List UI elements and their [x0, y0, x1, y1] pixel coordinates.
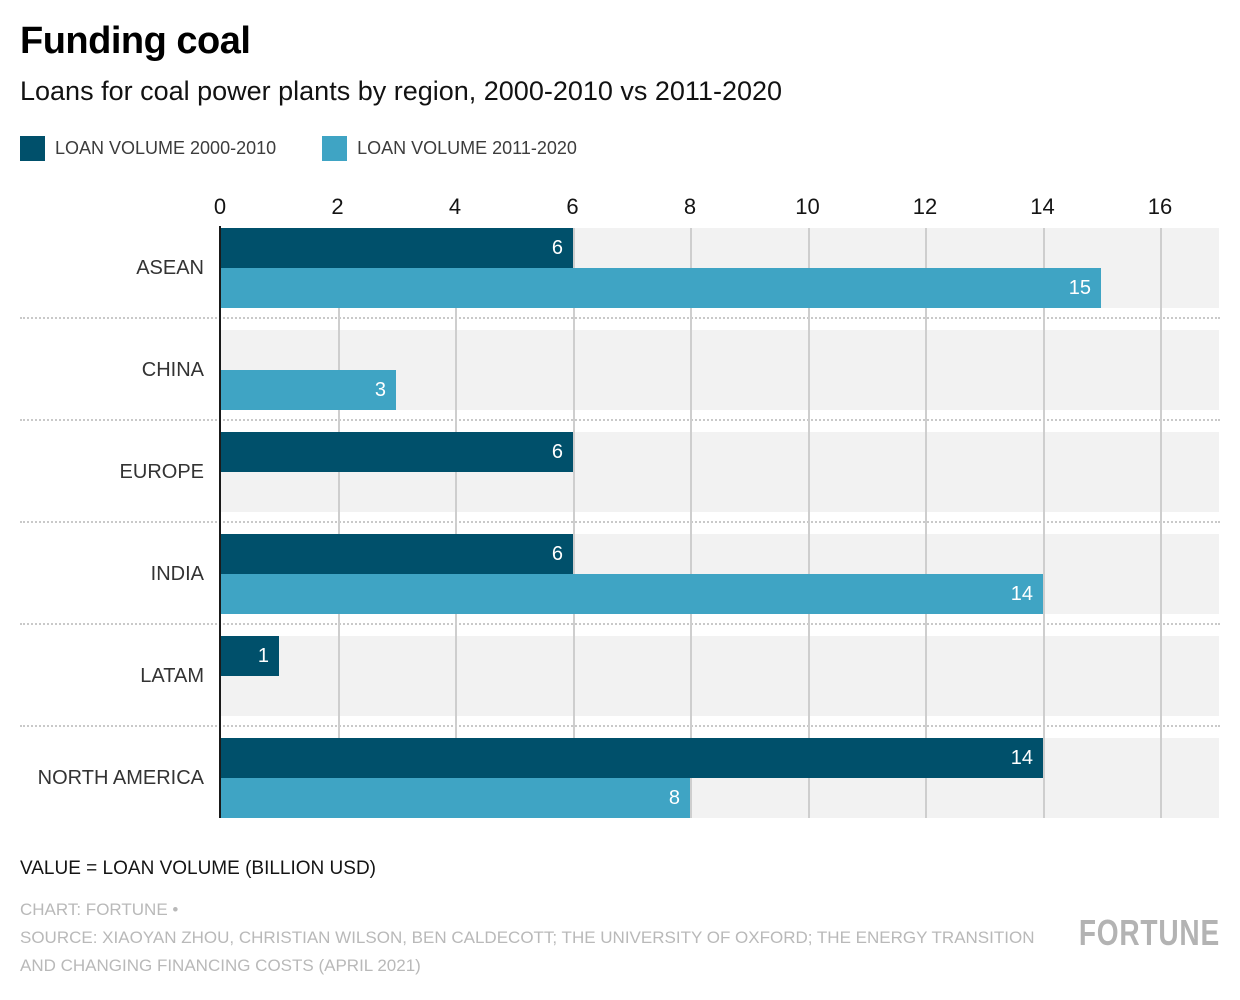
bar-value-label: 14	[1010, 746, 1033, 769]
gridline-6	[573, 228, 575, 818]
bar-track: 1	[220, 636, 1219, 676]
bar-value-label: 3	[374, 378, 386, 401]
chart-row-latam: LATAM 1	[20, 636, 1220, 716]
legend-item-2: LOAN VOLUME 2011-2020	[322, 136, 577, 161]
category-label-north-america: NORTH AMERICA	[37, 766, 204, 789]
bar-track: 3	[220, 370, 1219, 410]
value-note: VALUE = LOAN VOLUME (BILLION USD)	[20, 858, 376, 879]
bar-track: 14	[220, 738, 1219, 778]
chart-title: Funding coal	[20, 20, 251, 62]
row-separator	[20, 521, 1220, 523]
bar-track: 14	[220, 574, 1219, 614]
x-tick-label-16: 16	[1147, 194, 1173, 219]
bar-value-label: 6	[551, 542, 563, 565]
x-tick-label-10: 10	[795, 194, 820, 219]
bar-chart: 0 2 4 6 8 10 12 14 16 ASEAN 6 15 CHINA 3 EUROPE 6 INDIA 6…	[20, 190, 1220, 818]
bar-track	[220, 472, 1219, 512]
credits: CHART: FORTUNE • SOURCE: XIAOYAN ZHOU, C…	[20, 896, 1060, 980]
bar-value-label: 6	[551, 236, 563, 259]
category-label-europe: EUROPE	[119, 460, 204, 483]
legend-item-1: LOAN VOLUME 2000-2010	[20, 136, 276, 161]
category-label-india: INDIA	[150, 562, 204, 585]
chart-row-india: INDIA 6 14	[20, 534, 1220, 614]
bar-value-label: 6	[551, 440, 563, 463]
gridline-14	[1043, 228, 1045, 818]
category-label-china: CHINA	[141, 358, 204, 381]
bar-track	[220, 676, 1219, 716]
chart-row-china: CHINA 3	[20, 330, 1220, 410]
gridline-10	[808, 228, 810, 818]
y-axis-line	[219, 226, 221, 818]
row-separator	[20, 725, 1220, 727]
chart-row-north-america: NORTH AMERICA 14 8	[20, 738, 1220, 818]
bar-value-label: 14	[1010, 582, 1033, 605]
legend-label-2: LOAN VOLUME 2011-2020	[357, 138, 577, 158]
bar-series2-north-america: 8	[220, 778, 690, 818]
bar-series1-asean: 6	[220, 228, 573, 268]
legend-label-1: LOAN VOLUME 2000-2010	[55, 138, 277, 158]
gridline-4	[455, 228, 457, 818]
bar-series1-latam: 1	[220, 636, 279, 676]
bar-track: 6	[220, 534, 1219, 574]
legend-swatch-2	[322, 136, 348, 161]
category-label-latam: LATAM	[140, 664, 204, 687]
bar-track	[220, 330, 1219, 370]
x-tick-label-8: 8	[683, 194, 697, 219]
bar-series2-china: 3	[220, 370, 396, 410]
gridline-12	[925, 228, 927, 818]
gridline-2	[338, 228, 340, 818]
bar-series2-asean: 15	[220, 268, 1101, 308]
bar-track: 6	[220, 228, 1219, 268]
chart-subtitle: Loans for coal power plants by region, 2…	[20, 76, 783, 106]
x-tick-label-0: 0	[213, 194, 227, 219]
source-credit: SOURCE: XIAOYAN ZHOU, CHRISTIAN WILSON, …	[20, 928, 1035, 975]
bar-value-label: 1	[257, 644, 269, 667]
bar-series1-europe: 6	[220, 432, 573, 472]
row-separator	[20, 419, 1220, 421]
x-tick-label-4: 4	[448, 194, 462, 219]
bar-value-label: 8	[668, 786, 680, 809]
chart-credit: CHART: FORTUNE •	[20, 900, 179, 919]
x-tick-label-12: 12	[912, 194, 938, 219]
bar-track: 6	[220, 432, 1219, 472]
row-separator	[20, 623, 1220, 625]
bar-series1-india: 6	[220, 534, 573, 574]
gridline-8	[690, 228, 692, 818]
bar-track: 15	[220, 268, 1219, 308]
category-label-asean: ASEAN	[136, 256, 204, 279]
bar-track: 8	[220, 778, 1219, 818]
bar-series1-north-america: 14	[220, 738, 1043, 778]
legend-swatch-1	[20, 136, 45, 161]
x-tick-label-6: 6	[566, 194, 579, 219]
gridline-16	[1160, 228, 1162, 818]
x-tick-label-14: 14	[1030, 194, 1055, 219]
chart-row-asean: ASEAN 6 15	[20, 228, 1220, 308]
fortune-logo: FORTUNE	[1078, 912, 1220, 953]
row-separator	[20, 317, 1220, 319]
legend: LOAN VOLUME 2000-2010 LOAN VOLUME 2011-20…	[20, 136, 577, 161]
bar-value-label: 15	[1068, 276, 1091, 299]
chart-row-europe: EUROPE 6	[20, 432, 1220, 512]
x-tick-label-2: 2	[331, 194, 344, 219]
bar-series2-india: 14	[220, 574, 1043, 614]
